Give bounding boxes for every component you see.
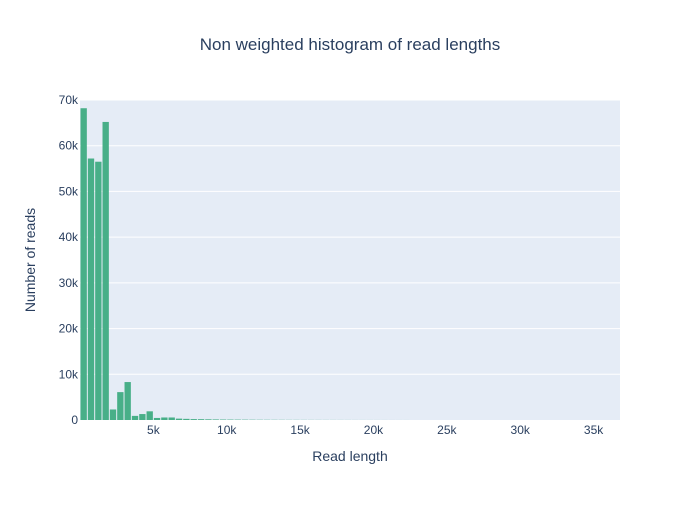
histogram-bar: [117, 392, 123, 420]
histogram-bar: [81, 108, 87, 420]
histogram-bar: [213, 419, 219, 420]
y-tick-label: 20k: [59, 322, 79, 336]
y-tick-label: 30k: [59, 276, 79, 290]
histogram-bar: [125, 382, 131, 420]
y-tick-label: 50k: [59, 184, 79, 198]
histogram-bar: [154, 418, 160, 420]
y-tick-label: 60k: [59, 139, 79, 153]
y-tick-label: 40k: [59, 230, 79, 244]
histogram-bar: [139, 414, 145, 420]
histogram-bar: [95, 162, 101, 420]
chart-title: Non weighted histogram of read lengths: [200, 35, 501, 54]
x-tick-label: 20k: [364, 423, 384, 437]
x-tick-label: 30k: [511, 423, 531, 437]
x-axis-ticks: 5k 10k 15k 20k 25k 30k 35k: [147, 423, 604, 437]
histogram-bar: [183, 419, 189, 420]
y-axis-ticks: 0 10k 20k 30k 40k 50k 60k 70k: [59, 93, 79, 427]
histogram-bar: [161, 417, 167, 420]
histogram-bar: [198, 419, 204, 420]
histogram-bar: [147, 411, 153, 420]
histogram-bar: [191, 419, 197, 420]
y-axis-title: Number of reads: [22, 208, 38, 312]
y-tick-label: 0: [71, 413, 78, 427]
x-tick-label: 35k: [584, 423, 604, 437]
histogram-bar: [205, 419, 211, 420]
histogram-bar: [176, 419, 182, 420]
histogram-bar: [169, 417, 175, 420]
histogram-bar: [103, 122, 109, 420]
x-tick-label: 15k: [290, 423, 310, 437]
y-tick-label: 10k: [59, 367, 79, 381]
y-tick-label: 70k: [59, 93, 79, 107]
x-tick-label: 25k: [437, 423, 457, 437]
x-axis-title: Read length: [312, 448, 388, 464]
x-tick-label: 10k: [217, 423, 237, 437]
histogram-bar: [88, 159, 94, 420]
x-tick-label: 5k: [147, 423, 161, 437]
histogram-bar: [132, 416, 138, 420]
histogram-bar: [110, 409, 116, 420]
plot-area-background: [80, 100, 620, 420]
